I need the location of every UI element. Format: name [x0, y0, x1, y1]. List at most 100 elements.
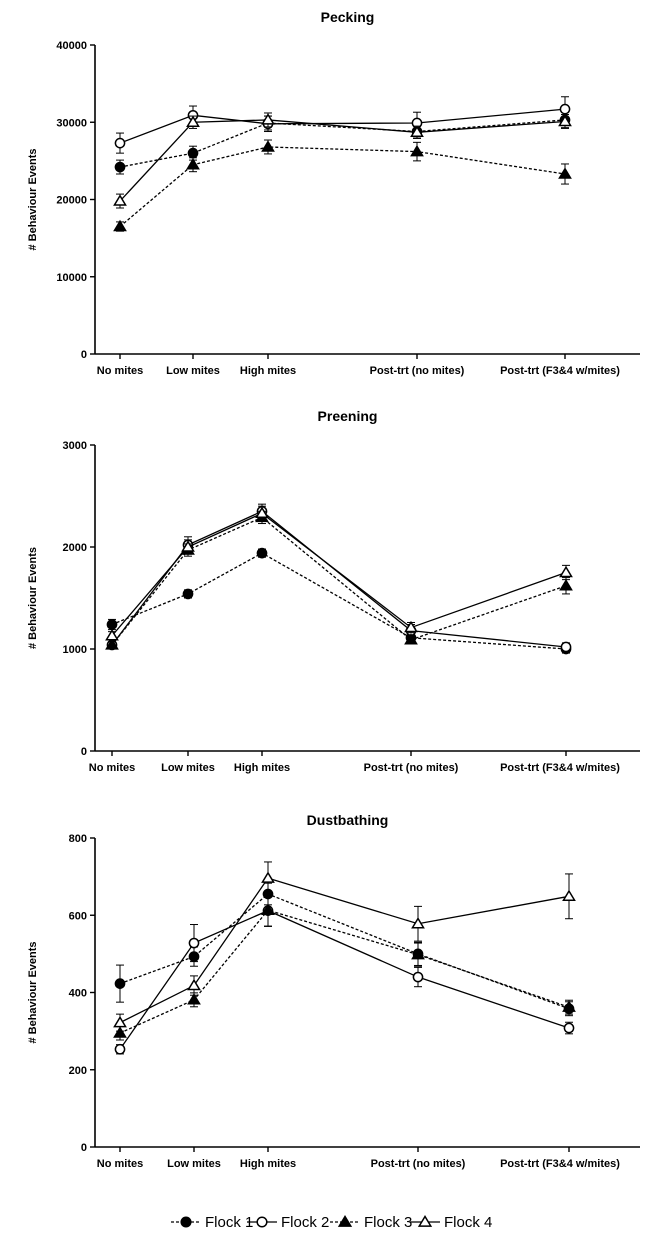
x-tick-label: Post-trt (no mites) [364, 762, 459, 774]
y-axis-label: # Behaviour Events [27, 941, 39, 1043]
panel-dustbathing: Dustbathing 0 200 400 600 800 # Behaviour Even… [27, 812, 640, 1170]
series-flock-3 [113, 893, 576, 1041]
data-point [114, 137, 126, 149]
data-point [187, 993, 201, 1005]
series-flock-4 [113, 112, 572, 209]
legend-marker [180, 1216, 192, 1228]
y-tick-label: 20000 [56, 195, 87, 207]
data-point [256, 547, 268, 559]
data-point [404, 620, 418, 633]
data-point [563, 1022, 575, 1034]
legend-label: Flock 4 [444, 1214, 492, 1231]
series-line [119, 877, 570, 1024]
data-point [186, 157, 200, 170]
series-flock-4 [113, 861, 576, 1032]
data-point [562, 1000, 576, 1012]
data-point [261, 903, 275, 915]
data-point [411, 916, 425, 929]
y-tick-label: 40000 [56, 40, 87, 52]
legend-entry-4: Flock 4 [410, 1214, 492, 1231]
x-tick-label: Low mites [167, 1158, 221, 1170]
data-point [558, 114, 572, 127]
series-line [119, 893, 570, 1010]
y-tick-label: 600 [69, 910, 87, 922]
panel-preening: Preening 0 1000 2000 3000 # Behaviour Events N… [27, 408, 640, 774]
legend-label: Flock 1 [205, 1214, 253, 1231]
y-axis-label: # Behaviour Events [27, 547, 39, 649]
data-point [410, 125, 424, 138]
data-point [188, 937, 200, 949]
x-tick-label: No mites [97, 365, 143, 377]
data-point [255, 506, 269, 519]
y-tick-label: 2000 [63, 542, 87, 554]
series-line [119, 909, 570, 1050]
legend-entry-2: Flock 2 [247, 1214, 329, 1231]
panel-pecking: Pecking 0 10000 20000 30000 40000 # Behaviour … [27, 9, 640, 377]
series-line [119, 909, 570, 1034]
series-flock-4 [105, 505, 573, 641]
data-point [558, 167, 572, 179]
x-tick-label: High mites [240, 1158, 296, 1170]
x-tick-label: Low mites [166, 365, 220, 377]
data-point [404, 633, 418, 645]
series-line [111, 552, 567, 650]
x-tick-label: Post-trt (F3&4 w/mites) [500, 762, 620, 774]
chart-title: Dustbathing [307, 812, 389, 828]
series-flock-2 [114, 894, 575, 1055]
x-tick-label: Post-trt (no mites) [370, 365, 465, 377]
series-flock-2 [106, 503, 572, 653]
y-tick-label: 0 [81, 349, 87, 361]
y-tick-label: 30000 [56, 117, 87, 129]
data-point [114, 978, 126, 989]
series-flock-1 [106, 547, 572, 655]
legend-marker [337, 1215, 353, 1227]
series-line [111, 510, 567, 648]
series-flock-2 [114, 96, 571, 154]
legend-marker [417, 1215, 433, 1227]
y-tick-label: 400 [69, 988, 87, 1000]
x-tick-label: Post-trt (F3&4 w/mites) [500, 365, 620, 377]
data-point [559, 103, 571, 115]
data-point [113, 1026, 127, 1038]
data-point [113, 1015, 127, 1028]
x-tick-label: No mites [89, 762, 135, 774]
legend-marker [256, 1216, 268, 1228]
series-line [111, 512, 567, 637]
data-point [560, 641, 572, 653]
y-axis-label: # Behaviour Events [27, 148, 39, 250]
x-tick-label: Post-trt (F3&4 w/mites) [500, 1158, 620, 1170]
chart-title: Pecking [321, 9, 375, 25]
legend-entry-1: Flock 1 [171, 1214, 253, 1231]
series-line [111, 516, 567, 646]
series-flock-3 [105, 510, 573, 650]
x-tick-label: Low mites [161, 762, 215, 774]
y-tick-label: 200 [69, 1065, 87, 1077]
data-point [261, 140, 275, 152]
legend-entry-3: Flock 3 [330, 1214, 412, 1231]
data-point [186, 115, 200, 127]
data-point [113, 194, 127, 206]
data-point [114, 1043, 126, 1055]
x-tick-label: High mites [240, 365, 296, 377]
y-tick-label: 0 [81, 1142, 87, 1154]
data-point [105, 638, 119, 650]
series-line [119, 146, 566, 228]
x-tick-label: No mites [97, 1158, 143, 1170]
chart-title: Preening [318, 408, 378, 424]
data-point [105, 628, 119, 641]
data-point [114, 161, 126, 173]
x-tick-label: High mites [234, 762, 290, 774]
data-point [411, 947, 425, 960]
y-tick-label: 10000 [56, 272, 87, 284]
data-point [410, 144, 424, 157]
data-point [562, 889, 576, 902]
y-tick-label: 0 [81, 746, 87, 758]
x-tick-label: Post-trt (no mites) [371, 1158, 466, 1170]
data-point [261, 871, 275, 883]
data-point [412, 971, 424, 983]
data-point [559, 565, 573, 578]
data-point [187, 147, 199, 159]
data-point [113, 219, 127, 232]
